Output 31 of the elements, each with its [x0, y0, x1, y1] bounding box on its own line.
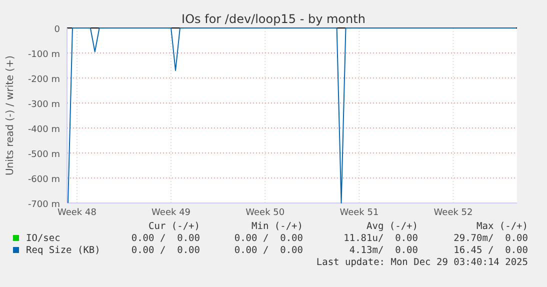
x-tick-label: Week 52: [434, 208, 473, 218]
line-series: [68, 28, 516, 204]
text: Max (-/+): [476, 221, 528, 232]
x-tick-label: Week 48: [57, 208, 97, 218]
text: Min (-/+): [252, 221, 303, 232]
text: 16.45 / 0.00: [454, 245, 528, 256]
x-tick-label: Week 51: [340, 208, 379, 218]
text: 0.00 / 0.00: [131, 245, 200, 256]
legend-label: IO/sec: [26, 233, 60, 244]
y-tick-label: -400 m: [28, 125, 60, 135]
y-tick-label: -700 m: [28, 200, 60, 210]
chart-title: IOs for /dev/loop15 - by month: [182, 12, 366, 26]
text: 0.00 / 0.00: [234, 233, 304, 244]
x-tick-label: Week 49: [152, 208, 191, 218]
y-axis-title: Units read (-) / write (+): [5, 55, 16, 176]
legend-label: Req Size (KB): [26, 245, 100, 256]
text: Cur (-/+): [148, 221, 200, 232]
text: 29.70m/ 0.00: [454, 233, 528, 244]
text: 11.81u/ 0.00: [344, 233, 418, 244]
text: 0.00 / 0.00: [234, 245, 304, 256]
text: Avg (-/+): [366, 221, 418, 232]
x-tick-label: Week 50: [246, 208, 285, 218]
text: Last update: Mon Dec 29 03:40:14 2025: [316, 257, 528, 268]
y-tick-label: -100 m: [28, 50, 60, 60]
text: 0.00 / 0.00: [131, 233, 200, 244]
y-tick-label: 0: [54, 25, 60, 35]
y-tick-label: -600 m: [28, 175, 60, 185]
text: 4.13m/ 0.00: [349, 245, 418, 256]
y-tick-label: -300 m: [28, 100, 60, 110]
y-tick-label: -500 m: [28, 150, 60, 160]
y-tick-label: -200 m: [28, 75, 60, 85]
